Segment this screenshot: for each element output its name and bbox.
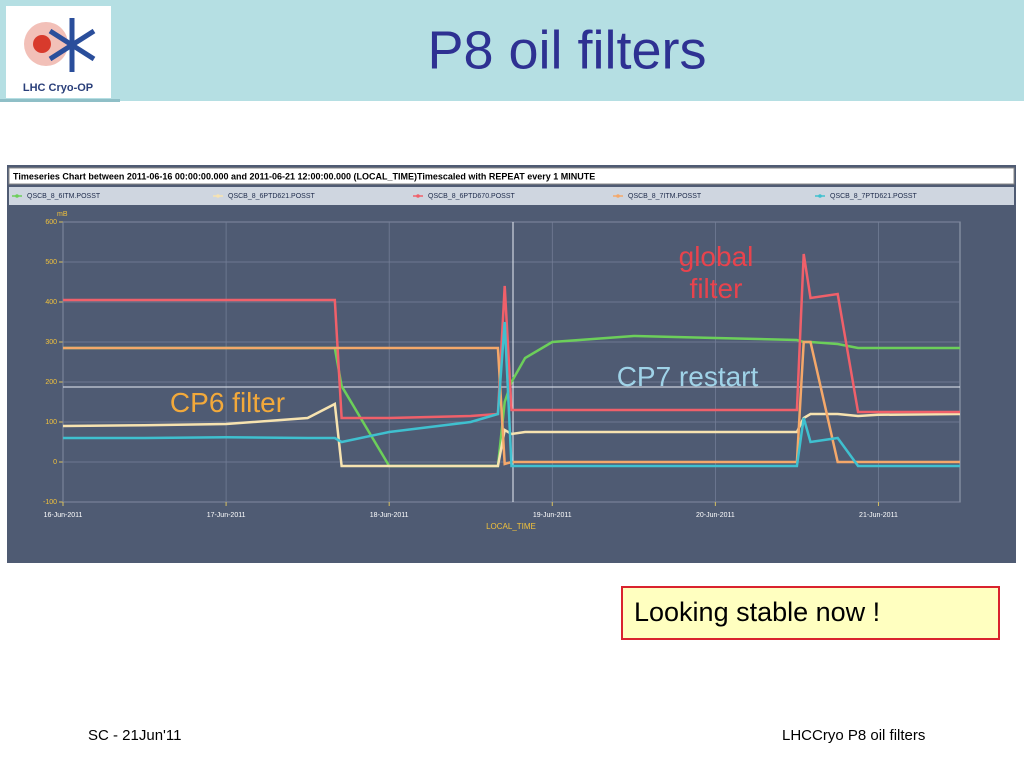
legend-label: QSCB_8_6ITM.POSST <box>27 193 101 200</box>
y-tick-label: 100 <box>45 419 57 426</box>
legend-label: QSCB_8_6PTD670.POSST <box>428 193 515 200</box>
x-tick-label: 16-Jun-2011 <box>44 512 83 519</box>
series-line <box>62 402 961 468</box>
annotation: CP6 filter <box>169 387 286 418</box>
y-tick-label: 600 <box>45 219 57 226</box>
legend-label: QSCB_8_7PTD621.POSST <box>830 193 917 200</box>
y-tick-label: 400 <box>45 299 57 306</box>
legend-dot <box>818 194 822 198</box>
logo-flake <box>48 18 96 72</box>
legend-dot <box>216 194 220 198</box>
footer-left: SC - 21Jun'11 <box>88 727 181 744</box>
y-tick-label: 0 <box>53 459 57 466</box>
legend-dot <box>416 194 420 198</box>
series-line <box>63 253 960 420</box>
x-axis-label: LOCAL_TIME <box>486 522 536 531</box>
x-tick-label: 20-Jun-2011 <box>696 512 735 519</box>
legend-label: QSCB_8_6PTD621.POSST <box>228 193 315 200</box>
header-bar <box>0 0 1024 101</box>
logo-core <box>33 35 51 53</box>
chart-header <box>8 167 1015 185</box>
y-tick-label: 300 <box>45 339 57 346</box>
y-tick-label: 200 <box>45 379 57 386</box>
footer-right: LHCCryo P8 oil filters <box>782 727 925 744</box>
y-tick-label: -100 <box>43 499 57 506</box>
x-tick-label: 17-Jun-2011 <box>207 512 246 519</box>
legend-dot <box>15 194 19 198</box>
series-line <box>63 340 960 466</box>
chart-title: Timeseries Chart between 2011-06-16 00:0… <box>13 171 595 181</box>
slide-title: P8 oil filters <box>427 20 706 80</box>
note-text: Looking stable now ! <box>634 597 880 627</box>
plot: -100 0 100 200 300 400 500 600 16-Jun-2011 17-Jun… <box>43 219 961 519</box>
x-tick-label: 19-Jun-2011 <box>533 512 572 519</box>
legend-dot <box>616 194 620 198</box>
logo-text: LHC Cryo-OP <box>23 82 93 94</box>
annotation: CP7 restart <box>616 361 759 392</box>
note-box <box>621 586 1000 640</box>
header-rule <box>0 99 120 102</box>
series-line <box>63 321 960 468</box>
x-tick-label: 18-Jun-2011 <box>370 512 409 519</box>
legend-bar <box>9 187 1014 205</box>
x-tick-label: 21-Jun-2011 <box>859 512 898 519</box>
annotation: global filter <box>678 241 754 304</box>
y-tick-label: 500 <box>45 259 57 266</box>
legend-label: QSCB_8_7ITM.POSST <box>628 193 702 200</box>
y-axis-label: mB <box>57 211 68 218</box>
